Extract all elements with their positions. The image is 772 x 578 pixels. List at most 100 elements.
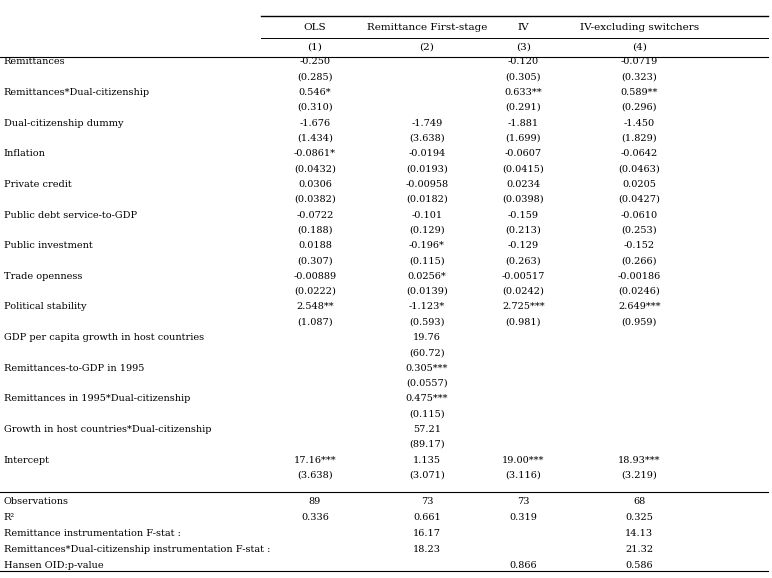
Text: -0.196*: -0.196*	[409, 241, 445, 250]
Text: (0.0463): (0.0463)	[618, 164, 660, 173]
Text: Growth in host countries*Dual-citizenship: Growth in host countries*Dual-citizenshi…	[4, 425, 212, 434]
Text: -0.00958: -0.00958	[405, 180, 449, 189]
Text: 73: 73	[517, 497, 530, 506]
Text: -0.0607: -0.0607	[505, 149, 542, 158]
Text: 0.319: 0.319	[510, 513, 537, 522]
Text: Political stability: Political stability	[4, 302, 86, 312]
Text: (0.310): (0.310)	[297, 103, 333, 112]
Text: (0.129): (0.129)	[409, 225, 445, 235]
Text: (0.253): (0.253)	[621, 225, 657, 235]
Text: Inflation: Inflation	[4, 149, 46, 158]
Text: (3.219): (3.219)	[621, 470, 657, 480]
Text: -1.881: -1.881	[508, 118, 539, 128]
Text: (0.188): (0.188)	[297, 225, 333, 235]
Text: (0.285): (0.285)	[297, 72, 333, 81]
Text: -0.129: -0.129	[508, 241, 539, 250]
Text: 0.0188: 0.0188	[298, 241, 332, 250]
Text: (0.0182): (0.0182)	[406, 195, 448, 204]
Text: 18.93***: 18.93***	[618, 455, 661, 465]
Text: (0.115): (0.115)	[409, 409, 445, 418]
Text: 18.23: 18.23	[413, 545, 441, 554]
Text: (0.0222): (0.0222)	[294, 287, 336, 296]
Text: (0.959): (0.959)	[621, 317, 657, 327]
Text: -0.152: -0.152	[624, 241, 655, 250]
Text: 0.0256*: 0.0256*	[408, 272, 446, 281]
Text: (0.0242): (0.0242)	[503, 287, 544, 296]
Text: (0.981): (0.981)	[506, 317, 541, 327]
Text: Remittances in 1995*Dual-citizenship: Remittances in 1995*Dual-citizenship	[4, 394, 190, 403]
Text: 0.589**: 0.589**	[621, 88, 658, 97]
Text: 68: 68	[633, 497, 645, 506]
Text: GDP per capita growth in host countries: GDP per capita growth in host countries	[4, 333, 204, 342]
Text: 0.336: 0.336	[301, 513, 329, 522]
Text: Remittances: Remittances	[4, 57, 66, 66]
Text: (0.305): (0.305)	[506, 72, 541, 81]
Text: 19.76: 19.76	[413, 333, 441, 342]
Text: Observations: Observations	[4, 497, 69, 506]
Text: 21.32: 21.32	[625, 545, 653, 554]
Text: R²: R²	[4, 513, 15, 522]
Text: 89: 89	[309, 497, 321, 506]
Text: (0.0427): (0.0427)	[618, 195, 660, 204]
Text: -0.0719: -0.0719	[621, 57, 658, 66]
Text: 0.0306: 0.0306	[298, 180, 332, 189]
Text: 0.586: 0.586	[625, 561, 653, 570]
Text: (0.323): (0.323)	[621, 72, 657, 81]
Text: (0.263): (0.263)	[506, 256, 541, 265]
Text: 0.325: 0.325	[625, 513, 653, 522]
Text: -1.123*: -1.123*	[409, 302, 445, 312]
Text: 57.21: 57.21	[413, 425, 441, 434]
Text: 73: 73	[421, 497, 433, 506]
Text: -0.120: -0.120	[508, 57, 539, 66]
Text: 2.649***: 2.649***	[618, 302, 661, 312]
Text: -0.0194: -0.0194	[408, 149, 445, 158]
Text: (1): (1)	[307, 43, 323, 52]
Text: (0.593): (0.593)	[409, 317, 445, 327]
Text: (89.17): (89.17)	[409, 440, 445, 449]
Text: (0.0139): (0.0139)	[406, 287, 448, 296]
Text: IV: IV	[517, 23, 530, 32]
Text: (0.213): (0.213)	[506, 225, 541, 235]
Text: 0.475***: 0.475***	[405, 394, 449, 403]
Text: Private credit: Private credit	[4, 180, 72, 189]
Text: (0.0382): (0.0382)	[294, 195, 336, 204]
Text: (0.0432): (0.0432)	[294, 164, 336, 173]
Text: (1.829): (1.829)	[621, 134, 657, 143]
Text: (0.266): (0.266)	[621, 256, 657, 265]
Text: -0.159: -0.159	[508, 210, 539, 220]
Text: Remittances*Dual-citizenship: Remittances*Dual-citizenship	[4, 88, 150, 97]
Text: -0.250: -0.250	[300, 57, 330, 66]
Text: Remittances-to-GDP in 1995: Remittances-to-GDP in 1995	[4, 364, 144, 373]
Text: Public debt service-to-GDP: Public debt service-to-GDP	[4, 210, 137, 220]
Text: (3.116): (3.116)	[506, 470, 541, 480]
Text: Hansen OID:p-value: Hansen OID:p-value	[4, 561, 103, 570]
Text: (3.071): (3.071)	[409, 470, 445, 480]
Text: (1.434): (1.434)	[297, 134, 333, 143]
Text: (0.296): (0.296)	[621, 103, 657, 112]
Text: IV-excluding switchers: IV-excluding switchers	[580, 23, 699, 32]
Text: Public investment: Public investment	[4, 241, 93, 250]
Text: 16.17: 16.17	[413, 529, 441, 538]
Text: (3): (3)	[516, 43, 531, 52]
Text: 0.866: 0.866	[510, 561, 537, 570]
Text: Trade openness: Trade openness	[4, 272, 83, 281]
Text: OLS: OLS	[303, 23, 327, 32]
Text: (0.307): (0.307)	[297, 256, 333, 265]
Text: 0.546*: 0.546*	[299, 88, 331, 97]
Text: 2.725***: 2.725***	[502, 302, 545, 312]
Text: -0.00889: -0.00889	[293, 272, 337, 281]
Text: 0.0234: 0.0234	[506, 180, 540, 189]
Text: Remittance First-stage: Remittance First-stage	[367, 23, 487, 32]
Text: 17.16***: 17.16***	[293, 455, 337, 465]
Text: 0.0205: 0.0205	[622, 180, 656, 189]
Text: -0.00517: -0.00517	[502, 272, 545, 281]
Text: -1.450: -1.450	[624, 118, 655, 128]
Text: (3.638): (3.638)	[297, 470, 333, 480]
Text: -1.749: -1.749	[411, 118, 442, 128]
Text: (3.638): (3.638)	[409, 134, 445, 143]
Text: (0.115): (0.115)	[409, 256, 445, 265]
Text: (0.291): (0.291)	[506, 103, 541, 112]
Text: -0.00186: -0.00186	[618, 272, 661, 281]
Text: (0.0415): (0.0415)	[503, 164, 544, 173]
Text: (60.72): (60.72)	[409, 348, 445, 357]
